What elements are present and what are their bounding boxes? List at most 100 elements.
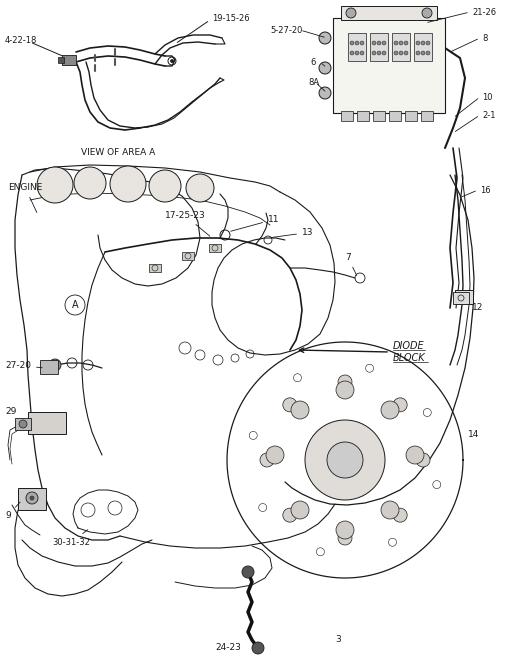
Circle shape (425, 41, 429, 45)
Text: 2-1: 2-1 (481, 110, 494, 119)
Circle shape (251, 642, 264, 654)
Circle shape (74, 167, 106, 199)
Bar (182, 252, 193, 260)
Circle shape (349, 51, 354, 55)
Bar (332, 18, 444, 113)
Text: 7: 7 (344, 253, 356, 275)
Text: 14: 14 (467, 430, 478, 440)
Bar (388, 111, 400, 121)
Bar (454, 290, 472, 304)
Bar (340, 6, 436, 20)
Text: 11: 11 (230, 215, 279, 231)
Text: 29: 29 (5, 407, 16, 416)
Circle shape (392, 398, 407, 412)
Circle shape (290, 401, 309, 419)
Bar (62, 55, 76, 65)
Text: 24-23: 24-23 (215, 644, 240, 653)
Circle shape (148, 170, 181, 202)
Circle shape (393, 41, 397, 45)
Text: 9: 9 (5, 502, 20, 520)
Bar (391, 33, 409, 61)
Circle shape (337, 531, 351, 545)
Text: 16: 16 (479, 185, 490, 195)
Text: 13: 13 (270, 228, 313, 238)
Bar (357, 111, 368, 121)
Circle shape (110, 166, 146, 202)
Circle shape (241, 566, 254, 578)
Text: 19-15-26: 19-15-26 (212, 13, 249, 22)
Text: 12: 12 (471, 304, 482, 312)
Circle shape (392, 508, 407, 522)
Text: 8: 8 (481, 34, 486, 42)
Circle shape (290, 501, 309, 519)
Circle shape (415, 453, 429, 467)
Text: BLOCK: BLOCK (392, 353, 425, 363)
Circle shape (337, 375, 351, 389)
Text: 17-25-23: 17-25-23 (164, 211, 210, 236)
Text: 3: 3 (334, 636, 340, 645)
Circle shape (371, 51, 375, 55)
Circle shape (318, 62, 330, 74)
Circle shape (186, 174, 214, 202)
Circle shape (170, 59, 173, 63)
Circle shape (415, 41, 419, 45)
Circle shape (376, 51, 380, 55)
Text: 10: 10 (481, 92, 491, 102)
Circle shape (260, 453, 274, 467)
Text: 8A: 8A (308, 77, 319, 86)
Circle shape (403, 41, 407, 45)
Circle shape (335, 521, 353, 539)
Bar (404, 111, 416, 121)
Bar (40, 360, 58, 374)
Text: 30-31-32: 30-31-32 (52, 530, 90, 547)
Circle shape (421, 8, 431, 18)
Circle shape (345, 8, 356, 18)
Bar (18, 488, 46, 510)
Bar (148, 264, 161, 272)
Circle shape (398, 51, 402, 55)
Circle shape (393, 51, 397, 55)
Circle shape (380, 401, 398, 419)
Circle shape (318, 87, 330, 99)
Circle shape (37, 167, 73, 203)
Circle shape (381, 51, 385, 55)
Text: DIODE: DIODE (392, 341, 424, 351)
Bar (15, 418, 31, 430)
Circle shape (403, 51, 407, 55)
Circle shape (282, 398, 296, 412)
Bar (420, 111, 432, 121)
Bar (413, 33, 431, 61)
Bar (340, 111, 352, 121)
Circle shape (380, 501, 398, 519)
Bar (58, 57, 64, 63)
Circle shape (266, 446, 283, 464)
Circle shape (415, 51, 419, 55)
Circle shape (19, 420, 27, 428)
Text: 4-22-18: 4-22-18 (5, 36, 37, 44)
Text: 6: 6 (310, 57, 315, 67)
Text: 5-27-20: 5-27-20 (270, 26, 302, 34)
Circle shape (326, 442, 362, 478)
Circle shape (349, 41, 354, 45)
Bar (369, 33, 387, 61)
Circle shape (26, 492, 38, 504)
Circle shape (371, 41, 375, 45)
Circle shape (376, 41, 380, 45)
Circle shape (425, 51, 429, 55)
Text: VIEW OF AREA A: VIEW OF AREA A (81, 148, 155, 157)
Bar (452, 292, 468, 304)
Text: A: A (72, 300, 78, 310)
Circle shape (49, 359, 61, 371)
Circle shape (355, 41, 358, 45)
Circle shape (359, 51, 363, 55)
Circle shape (405, 446, 423, 464)
Circle shape (420, 51, 424, 55)
Circle shape (381, 41, 385, 45)
Bar (28, 412, 66, 434)
Circle shape (318, 32, 330, 44)
Text: 27-20: 27-20 (5, 361, 42, 370)
Circle shape (355, 51, 358, 55)
Text: ENGINE: ENGINE (8, 183, 42, 213)
Circle shape (30, 496, 34, 500)
Bar (372, 111, 384, 121)
